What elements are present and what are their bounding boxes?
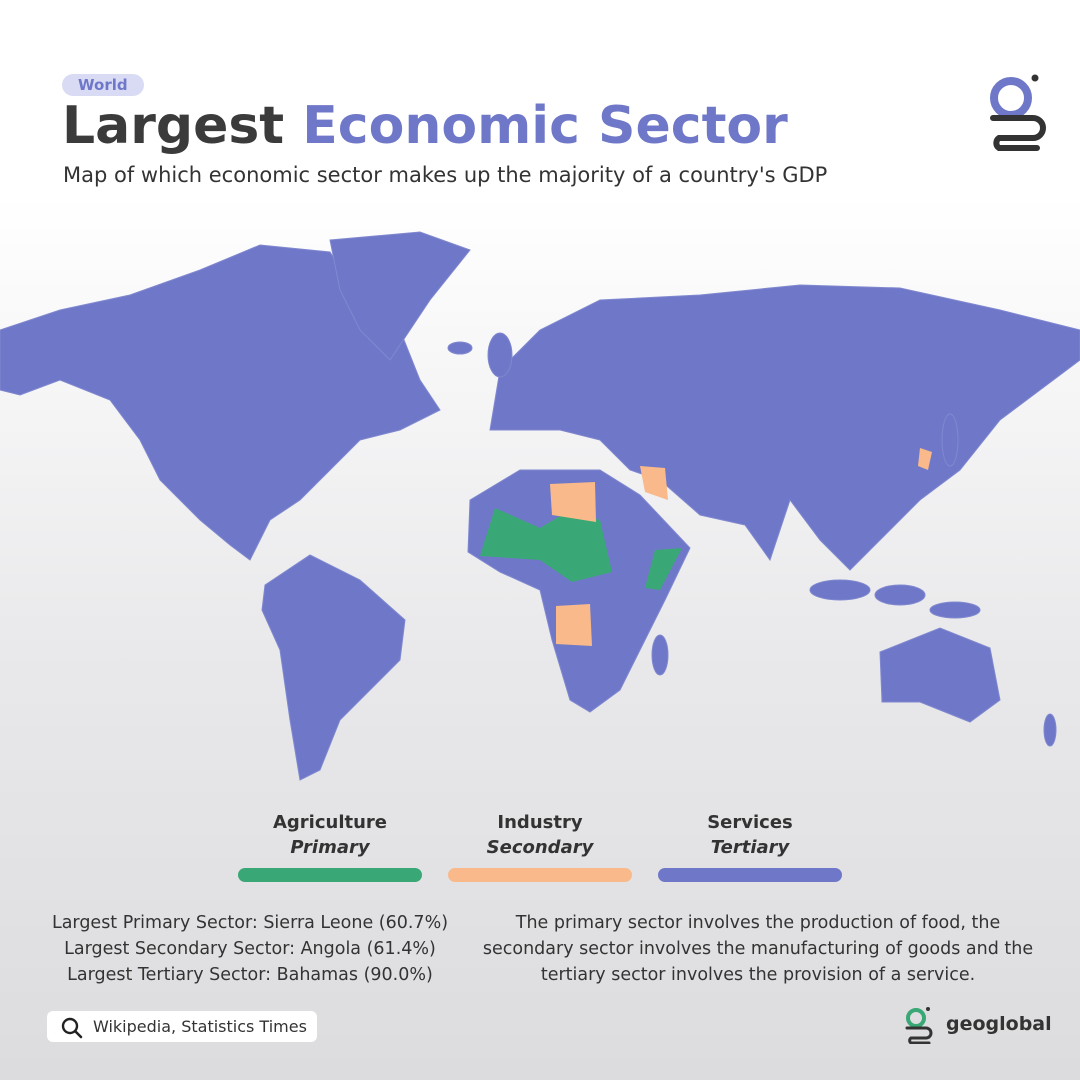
legend-sector: Secondary xyxy=(486,837,594,858)
legend-name: Services xyxy=(707,812,793,833)
legend-bar xyxy=(238,868,422,882)
fact: Largest Tertiary Sector: Bahamas (90.0%) xyxy=(67,965,433,985)
legend: Agriculture Primary Industry Secondary Servi… xyxy=(238,812,842,882)
legend-name: Industry xyxy=(497,812,583,833)
world-map xyxy=(0,231,1080,781)
legend-name: Agriculture xyxy=(272,812,388,833)
services-countries xyxy=(0,231,1080,781)
description: The primary sector involves the producti… xyxy=(482,913,1034,985)
subtitle: Map of which economic sector makes up th… xyxy=(63,163,828,187)
legend-item: Agriculture Primary xyxy=(238,812,422,882)
search-icon xyxy=(61,1017,83,1039)
title-highlight: Economic Sector xyxy=(302,96,788,156)
legend-item: Services Tertiary xyxy=(658,812,842,882)
fact: Largest Secondary Sector: Angola (61.4%) xyxy=(64,939,436,959)
title: Largest Economic Sector xyxy=(62,96,788,156)
source: Wikipedia, Statistics Times xyxy=(47,1011,317,1042)
region-tag: World xyxy=(62,74,144,96)
legend-sector: Tertiary xyxy=(710,837,790,858)
legend-sector: Primary xyxy=(290,837,370,858)
fact: Largest Primary Sector: Sierra Leone (60… xyxy=(51,913,449,933)
logo xyxy=(990,74,1046,151)
facts: Largest Primary Sector: Sierra Leone (60… xyxy=(40,910,460,988)
legend-bar xyxy=(658,868,842,882)
source-text: Wikipedia, Statistics Times xyxy=(93,1017,307,1036)
brand-logo xyxy=(905,1007,933,1044)
brand: geoglobal xyxy=(946,1013,1052,1035)
legend-item: Industry Secondary xyxy=(448,812,632,882)
agriculture-countries xyxy=(480,508,682,590)
legend-bar xyxy=(448,868,632,882)
industry-countries xyxy=(550,448,932,646)
title-part: Largest xyxy=(62,96,285,156)
